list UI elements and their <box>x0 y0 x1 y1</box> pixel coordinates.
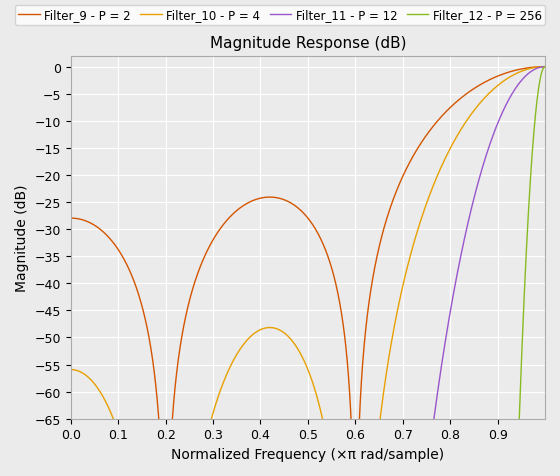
Y-axis label: Magnitude (dB): Magnitude (dB) <box>15 184 29 291</box>
Filter_9 - P = 2 <box>529 65 536 71</box>
Filter_11 - P = 12 <box>542 65 548 70</box>
Line: Filter_12 - P = 256: Filter_12 - P = 256 <box>71 68 545 476</box>
Filter_10 - P = 4 <box>512 72 519 78</box>
Filter_10 - P = 4 <box>105 404 111 410</box>
Filter_10 - P = 4 <box>384 367 390 372</box>
Filter_10 - P = 4 <box>529 66 536 71</box>
Filter_11 - P = 12 <box>529 69 536 74</box>
Filter_11 - P = 12 <box>512 87 519 93</box>
Filter_9 - P = 2 <box>512 69 519 74</box>
Line: Filter_10 - P = 4: Filter_10 - P = 4 <box>71 68 545 476</box>
Filter_9 - P = 2 <box>105 234 111 240</box>
Filter_11 - P = 12 <box>453 277 460 282</box>
Filter_9 - P = 2 <box>542 65 548 70</box>
Filter_12 - P = 256 <box>529 147 536 153</box>
Title: Magnitude Response (dB): Magnitude Response (dB) <box>209 36 406 51</box>
Filter_9 - P = 2 <box>67 216 74 221</box>
Filter_10 - P = 4 <box>542 65 548 70</box>
Filter_10 - P = 4 <box>67 367 74 373</box>
Legend: Filter_9 - P = 2, Filter_10 - P = 4, Filter_11 - P = 12, Filter_12 - P = 256: Filter_9 - P = 2, Filter_10 - P = 4, Fil… <box>15 6 545 26</box>
Filter_11 - P = 12 <box>487 141 494 147</box>
Filter_9 - P = 2 <box>384 216 390 221</box>
Line: Filter_9 - P = 2: Filter_9 - P = 2 <box>71 68 545 476</box>
Filter_9 - P = 2 <box>453 100 460 106</box>
X-axis label: Normalized Frequency (×π rad/sample): Normalized Frequency (×π rad/sample) <box>171 447 445 461</box>
Filter_9 - P = 2 <box>487 77 494 83</box>
Filter_10 - P = 4 <box>487 90 494 96</box>
Filter_10 - P = 4 <box>453 135 460 141</box>
Filter_12 - P = 256 <box>542 65 548 70</box>
Line: Filter_11 - P = 12: Filter_11 - P = 12 <box>71 68 545 476</box>
